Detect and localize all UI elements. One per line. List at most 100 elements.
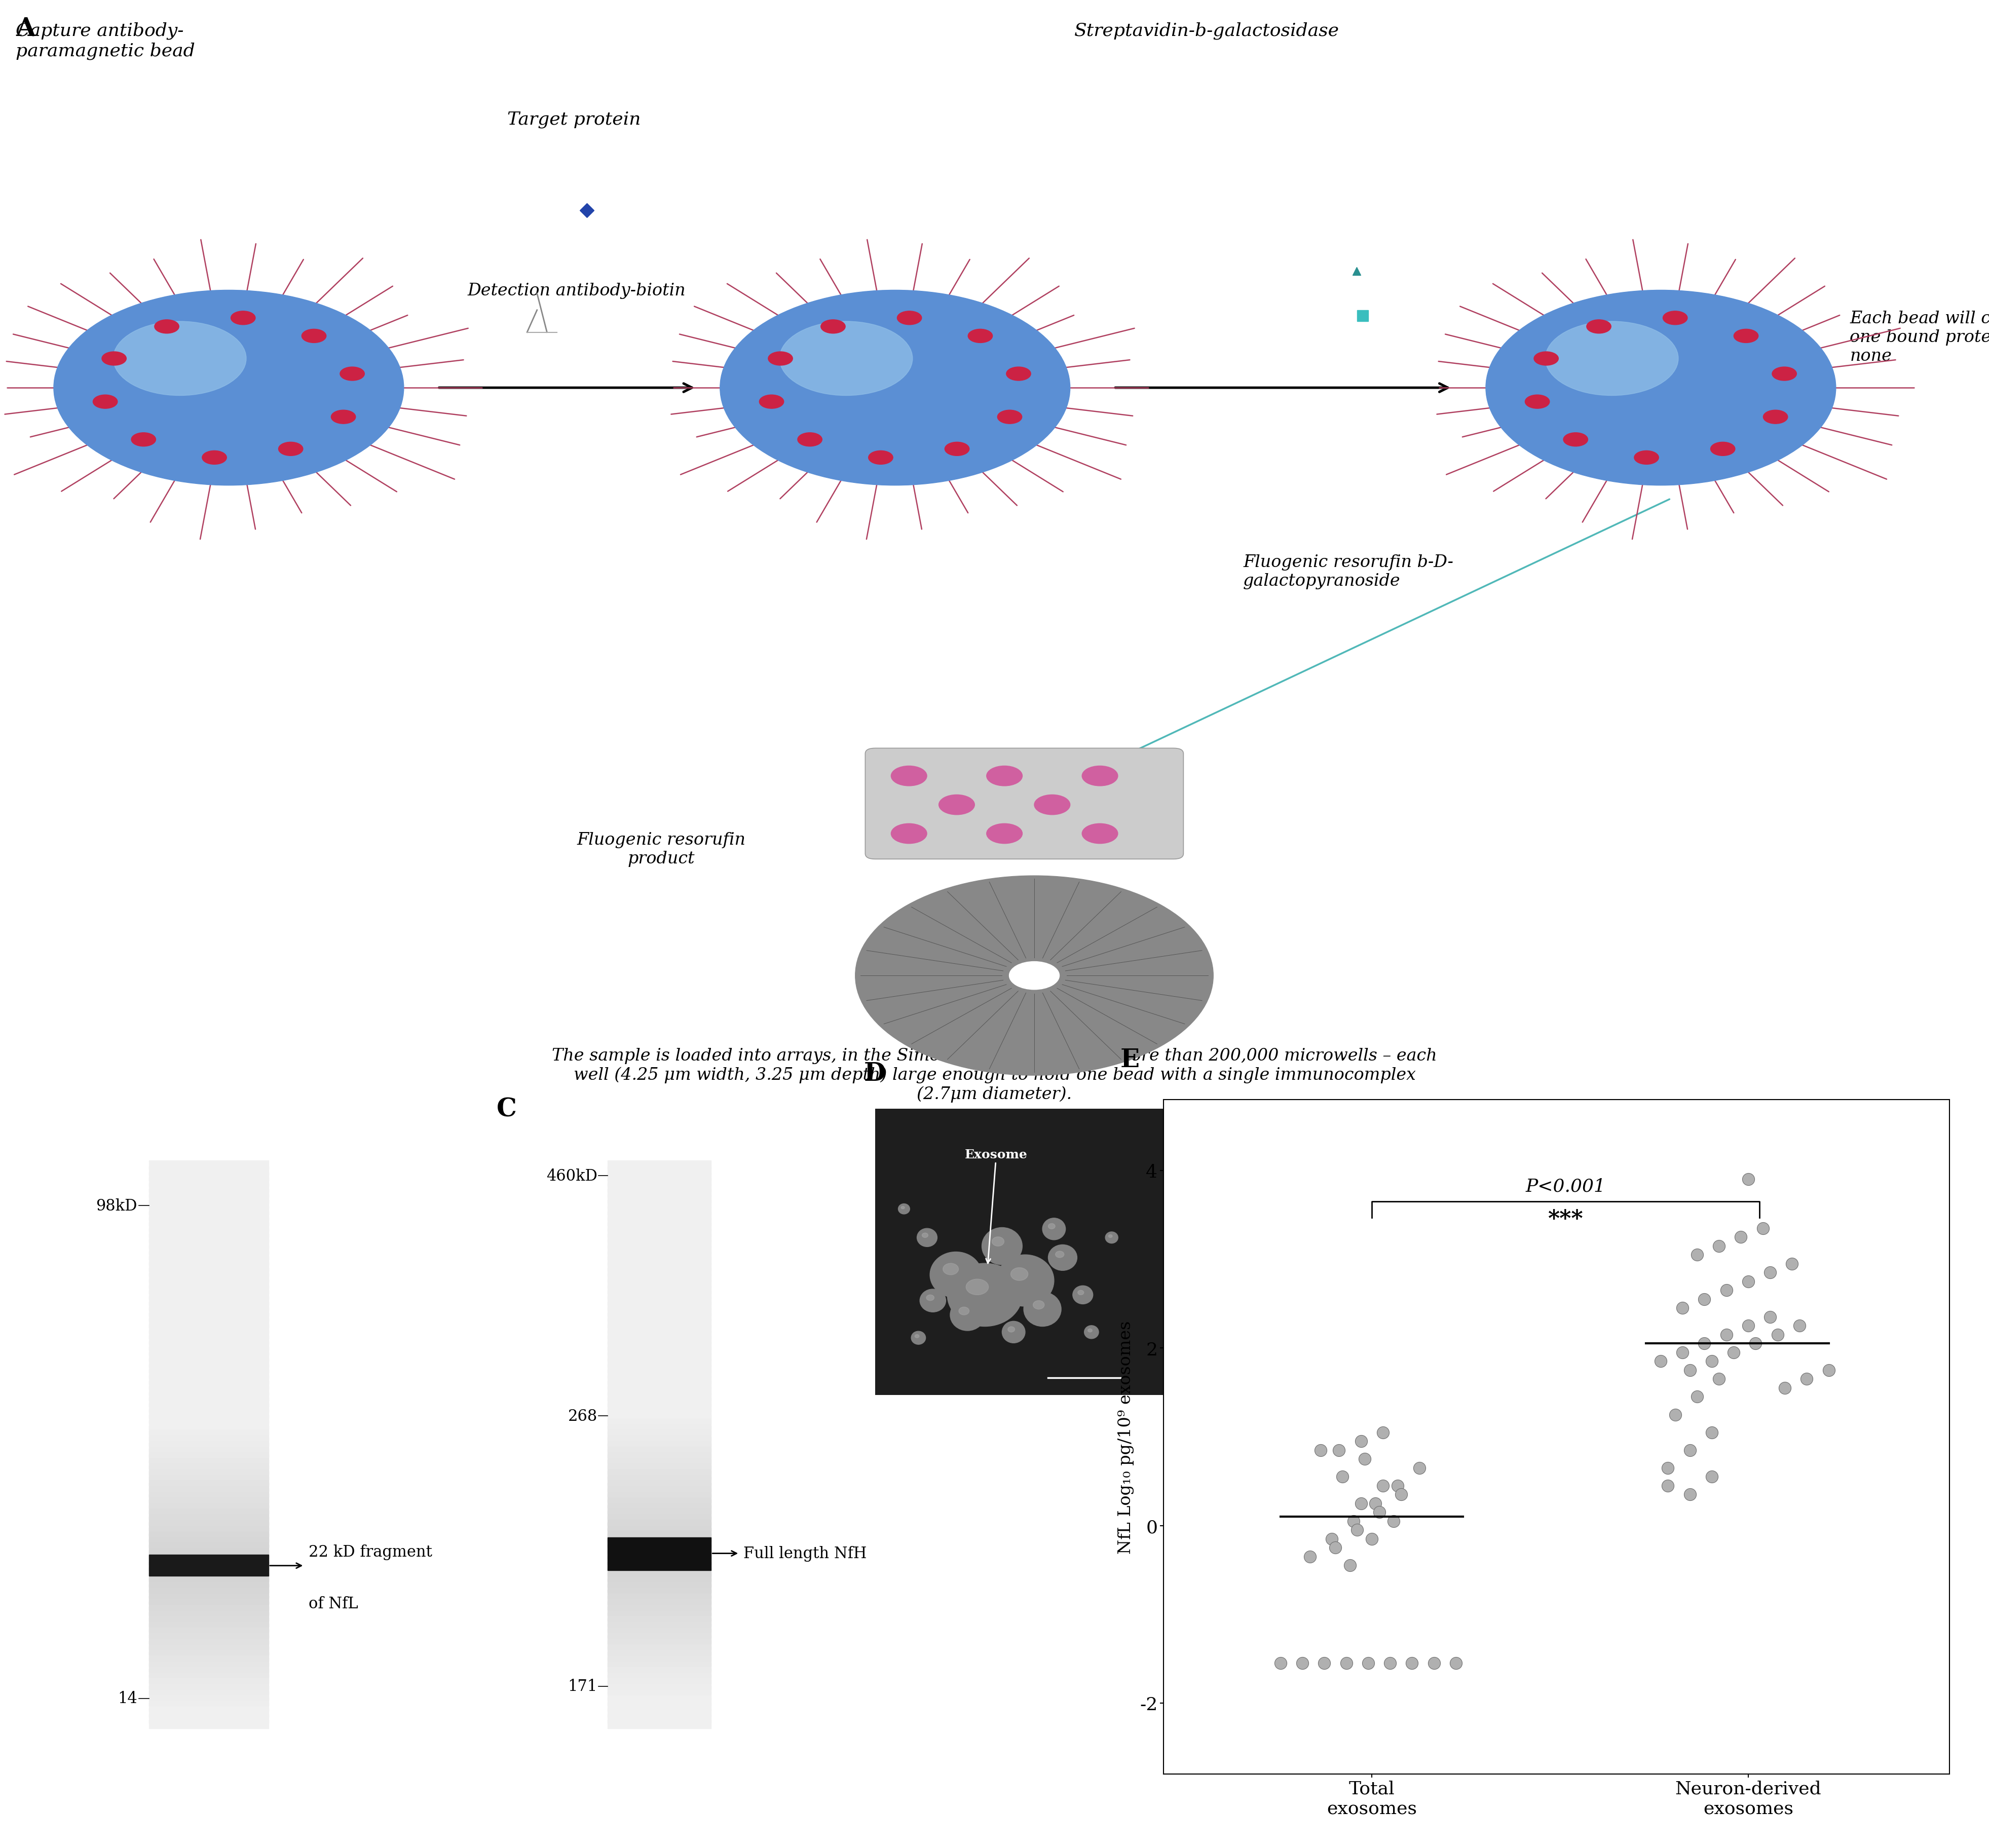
Bar <box>149 1427 269 1434</box>
Text: 98kD: 98kD <box>95 1198 137 1214</box>
Ellipse shape <box>983 1227 1022 1264</box>
Bar <box>149 1336 269 1345</box>
Point <box>1762 1319 1794 1349</box>
Bar <box>149 1410 269 1417</box>
Bar <box>609 1562 712 1571</box>
Bar <box>149 1658 269 1667</box>
Bar <box>149 1229 269 1236</box>
Bar <box>609 1720 712 1728</box>
Bar <box>609 1504 712 1514</box>
Point <box>1360 1489 1392 1519</box>
Bar <box>609 1567 712 1576</box>
Bar <box>149 1301 269 1310</box>
Bar <box>149 1342 269 1351</box>
Bar <box>149 1172 269 1181</box>
Bar <box>609 1308 712 1316</box>
Ellipse shape <box>1042 1218 1066 1240</box>
Bar <box>149 1630 269 1637</box>
Ellipse shape <box>951 1299 985 1331</box>
Bar <box>149 1493 269 1502</box>
Text: 268: 268 <box>567 1408 597 1423</box>
Bar <box>149 1702 269 1711</box>
Bar <box>609 1358 712 1368</box>
Circle shape <box>987 795 1022 815</box>
Bar <box>609 1630 712 1637</box>
Circle shape <box>780 322 913 395</box>
Bar <box>609 1454 712 1464</box>
Bar <box>609 1600 712 1610</box>
Point <box>1327 1462 1358 1491</box>
Bar <box>149 1641 269 1648</box>
Bar <box>149 1438 269 1445</box>
Bar <box>149 1589 269 1599</box>
Circle shape <box>720 290 1070 486</box>
Bar <box>609 1545 712 1554</box>
Bar <box>609 1715 712 1722</box>
Ellipse shape <box>967 1279 989 1295</box>
Circle shape <box>939 767 975 785</box>
Bar <box>149 1183 269 1192</box>
Bar <box>609 1268 712 1277</box>
Bar <box>149 1369 269 1379</box>
Bar <box>609 1702 712 1711</box>
Bar <box>609 1517 712 1525</box>
Circle shape <box>891 795 927 815</box>
Bar <box>149 1403 269 1412</box>
Bar <box>609 1493 712 1502</box>
Bar <box>149 1624 269 1632</box>
Point <box>1331 1648 1362 1678</box>
Bar <box>609 1539 712 1547</box>
Bar <box>149 1212 269 1220</box>
Bar <box>609 1240 712 1249</box>
Ellipse shape <box>947 1264 1022 1327</box>
Bar <box>149 1234 269 1244</box>
Bar <box>609 1538 712 1571</box>
Bar <box>149 1482 269 1491</box>
Point <box>1776 1249 1808 1279</box>
Circle shape <box>1034 824 1070 845</box>
Bar <box>149 1523 269 1530</box>
Bar <box>609 1234 712 1244</box>
Bar <box>149 1449 269 1458</box>
Text: C: C <box>497 1098 517 1122</box>
Circle shape <box>131 432 155 447</box>
Ellipse shape <box>1032 1301 1044 1308</box>
Bar <box>609 1279 712 1288</box>
Bar <box>149 1223 269 1231</box>
Bar <box>609 1342 712 1351</box>
Circle shape <box>1762 410 1788 423</box>
Circle shape <box>1006 368 1030 381</box>
Bar <box>149 1465 269 1475</box>
Ellipse shape <box>1072 1286 1092 1305</box>
Ellipse shape <box>1048 1223 1054 1229</box>
Point <box>1703 1231 1734 1260</box>
Point <box>1724 1222 1756 1251</box>
Text: 171: 171 <box>567 1678 597 1695</box>
Bar <box>149 1188 269 1198</box>
Circle shape <box>1734 329 1758 344</box>
Bar <box>609 1290 712 1299</box>
Circle shape <box>897 312 921 325</box>
Circle shape <box>1563 432 1587 447</box>
Bar <box>149 1635 269 1643</box>
Bar <box>609 1380 712 1390</box>
Bar <box>149 1595 269 1604</box>
Bar <box>609 1647 712 1656</box>
Point <box>1711 1319 1742 1349</box>
Bar <box>149 1674 269 1684</box>
Point <box>1645 1347 1677 1377</box>
Text: Each bead will contain
one bound protein or
none: Each bead will contain one bound protein… <box>1850 310 1989 364</box>
FancyBboxPatch shape <box>865 748 1183 859</box>
Bar <box>609 1257 712 1266</box>
Bar <box>609 1284 712 1294</box>
Bar <box>149 1353 269 1362</box>
Point <box>1667 1338 1699 1368</box>
Point <box>1681 1382 1713 1412</box>
Bar <box>149 1471 269 1480</box>
Bar <box>609 1421 712 1429</box>
Bar <box>149 1380 269 1390</box>
Bar <box>609 1218 712 1225</box>
Bar <box>609 1347 712 1356</box>
Ellipse shape <box>959 1307 969 1316</box>
Bar <box>609 1641 712 1648</box>
